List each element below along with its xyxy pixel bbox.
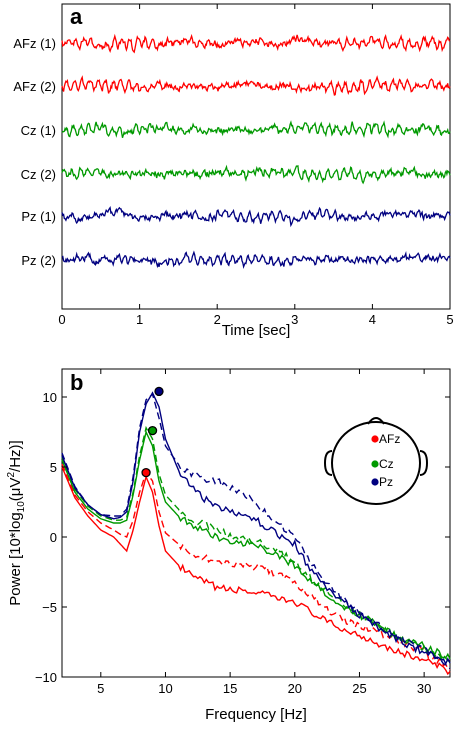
spectrum-pz-dashed	[61, 392, 451, 670]
panel-b-letter: b	[70, 370, 83, 395]
peak-marker	[141, 467, 151, 478]
panel-b-ylabel: Power [10*log10(μV2/Hz)]	[6, 440, 27, 605]
trace-afz-1	[61, 33, 451, 54]
panel-b-power-spectrum: b 5 10 15 20 25 30 −10 −5 0 5 10 Frequency [Hz] Po…	[6, 368, 451, 723]
channel-label: Pz (2)	[21, 253, 56, 268]
b-ytick-label: 10	[43, 390, 57, 405]
panel-b-frame	[61, 368, 451, 678]
channel-label: Pz (1)	[21, 209, 56, 224]
trace-pz-2	[61, 250, 451, 270]
a-xtick-label: 0	[58, 312, 65, 327]
ylabel-sup: 2	[6, 472, 17, 478]
b-ytick-label: −10	[35, 670, 57, 685]
head-nose	[367, 417, 385, 425]
panel-a-frame	[61, 3, 451, 310]
b-ytick-label: 5	[50, 460, 57, 475]
panel-a-time-series: a AFz (1) AFz (2) Cz (1) Cz (2) Pz (1) Pz (2)…	[13, 3, 454, 339]
head-right-ear	[419, 450, 429, 476]
spectrum-afz-solid	[61, 466, 451, 676]
trace-afz-2	[61, 75, 451, 96]
panel-a-letter: a	[70, 4, 83, 29]
b-xtick-label: 15	[223, 681, 237, 696]
a-xtick-label: 4	[369, 312, 376, 327]
legend-dot-afz	[371, 435, 379, 443]
panel-b-xlabel: Frequency [Hz]	[205, 706, 307, 723]
channel-label: Cz (2)	[21, 167, 56, 182]
trace-cz-1	[61, 120, 451, 139]
head-left-ear	[323, 450, 333, 476]
channel-label: AFz (2)	[13, 79, 56, 94]
a-xtick-label: 2	[214, 312, 221, 327]
panel-a-xlabel: Time [sec]	[222, 322, 291, 339]
b-ytick-label: 0	[50, 530, 57, 545]
a-xtick-label: 3	[291, 312, 298, 327]
spectrum-cz-dashed	[61, 425, 451, 663]
legend-label-pz: Pz	[379, 475, 393, 489]
b-xtick-label: 30	[417, 681, 431, 696]
b-xtick-label: 25	[352, 681, 366, 696]
trace-cz-2	[61, 164, 451, 185]
legend-label-cz: Cz	[379, 457, 394, 471]
legend-label-afz: AFz	[379, 432, 400, 446]
b-xtick-label: 5	[97, 681, 104, 696]
ylabel-part-c: /Hz)]	[7, 440, 24, 472]
channel-label: AFz (1)	[13, 36, 56, 51]
a-xtick-label: 1	[136, 312, 143, 327]
ylabel-part-a: Power [10*log	[7, 512, 24, 605]
peak-marker	[154, 386, 164, 397]
channel-label: Cz (1)	[21, 123, 56, 138]
spectrum-cz-solid	[61, 429, 451, 660]
head-legend: AFz Cz Pz	[323, 417, 429, 505]
b-ytick-label: −5	[42, 600, 57, 615]
spectrum-pz-solid	[61, 391, 451, 666]
legend-dot-cz	[371, 460, 379, 468]
ylabel-sub: 10	[16, 501, 27, 513]
a-xtick-label: 5	[446, 312, 453, 327]
peak-marker	[147, 425, 158, 436]
spectrum-afz-dashed	[61, 463, 451, 671]
b-xtick-label: 20	[288, 681, 302, 696]
legend-dot-pz	[371, 478, 379, 486]
trace-pz-1	[61, 205, 451, 228]
b-xtick-label: 10	[158, 681, 172, 696]
ylabel-part-b: (μV	[7, 478, 24, 502]
